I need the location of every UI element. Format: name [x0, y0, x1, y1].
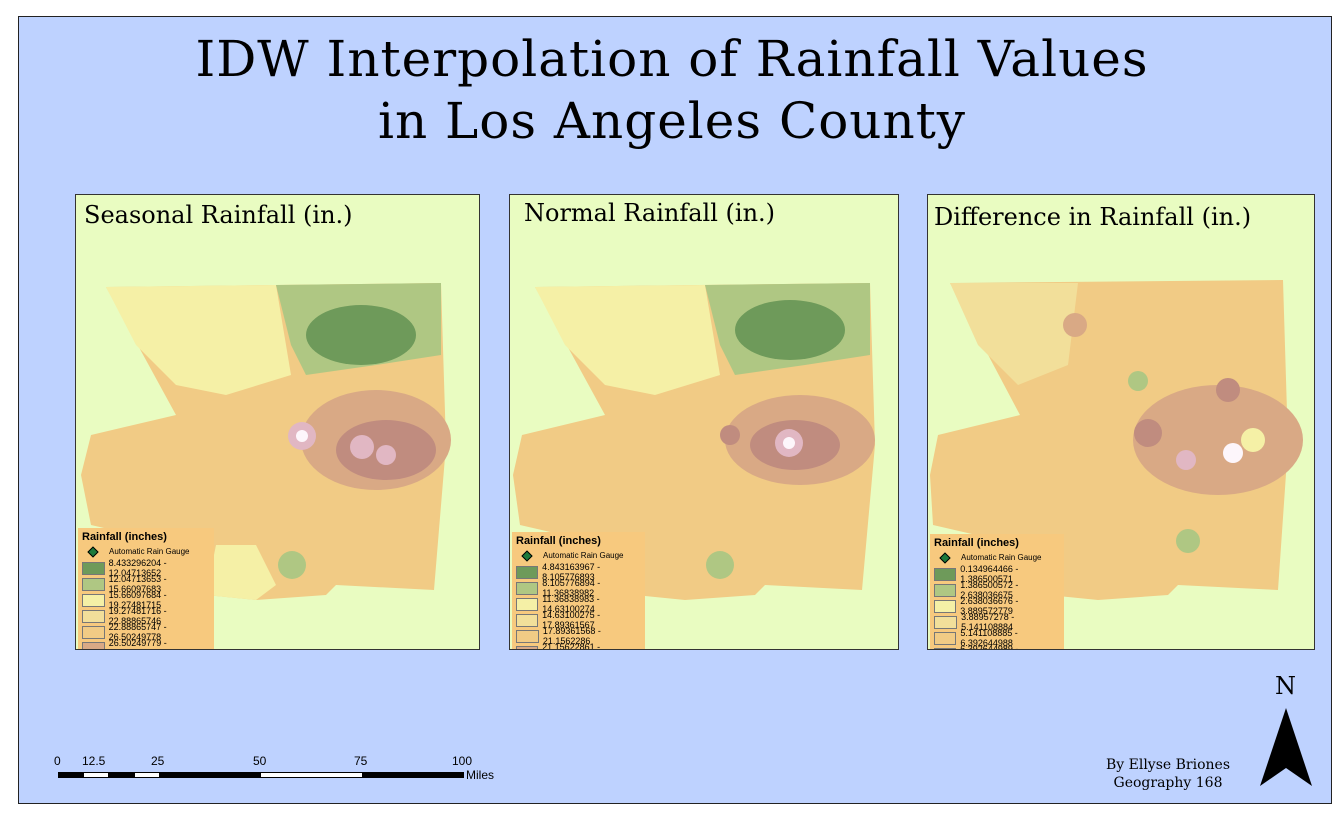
legend-class: 5.141108885 - 6.392644988: [934, 628, 1060, 648]
author-credit: By Ellyse Briones Geography 168: [1105, 757, 1231, 791]
legend-gauge-entry: Automatic Rain Gauge: [516, 549, 641, 562]
legend-class: 15.66097684 - 19.27481715: [82, 590, 210, 610]
legend-class: 17.89361568 - 21.1562286: [516, 626, 641, 646]
legend-class: 8.105776894 - 11.36838982: [516, 578, 641, 598]
legend-class: 12.04713653 - 15.66097683: [82, 574, 210, 594]
legend-seasonal: Rainfall (inches) Automatic Rain Gauge 8…: [78, 528, 214, 649]
scale-unit: Miles: [466, 768, 495, 782]
legend-class: 1.386500572 - 2.638036675: [934, 580, 1060, 600]
legend-difference: Rainfall (inches) Automatic Rain Gauge 0…: [930, 534, 1064, 649]
map-frame-normal[interactable]: Normal Rainfall (in.) Rainfall (inches) …: [509, 194, 899, 650]
page-title: IDW Interpolation of Rainfall Values in …: [0, 28, 1344, 152]
map-frame-difference[interactable]: Difference in Rainfall (in.) Rainfall (i…: [927, 194, 1315, 650]
rain-gauge-icon: [521, 549, 533, 562]
legend-gauge-entry: Automatic Rain Gauge: [82, 545, 210, 558]
seasonal-rainfall-map: [81, 283, 451, 600]
legend-title: Rainfall (inches): [934, 537, 1019, 549]
map-frame-seasonal[interactable]: Seasonal Rainfall (in.) Rainfall (inches…: [75, 194, 480, 650]
legend-class: 26.50249779 - 30.11633809: [82, 638, 210, 649]
scale-bar: 0 12.5 25 50 75 100 Miles: [54, 754, 495, 782]
north-arrow-icon: [1260, 708, 1312, 786]
legend-class: 21.15622861 - 24.41884152: [516, 642, 641, 649]
legend-class: 4.843163967 - 8.105776893: [516, 562, 641, 582]
legend-class: 22.88865747 - 26.50249778: [82, 622, 210, 642]
normal-rainfall-map: [513, 283, 875, 600]
map-title-difference: Difference in Rainfall (in.): [934, 203, 1252, 231]
legend-normal: Rainfall (inches) Automatic Rain Gauge 4…: [512, 532, 645, 649]
legend-title: Rainfall (inches): [82, 531, 167, 543]
legend-class: 19.27481716 - 22.88865746: [82, 606, 210, 626]
title-line-1: IDW Interpolation of Rainfall Values: [195, 30, 1149, 88]
map-title-normal: Normal Rainfall (in.): [524, 199, 776, 227]
legend-class: 14.63100275 - 17.89361567: [516, 610, 641, 630]
legend-class: 0.134964466 - 1.386500571: [934, 564, 1060, 584]
map-title-seasonal: Seasonal Rainfall (in.): [84, 201, 353, 229]
legend-class: 6.392644989 - 7.644181093: [934, 644, 1060, 649]
rain-gauge-icon: [87, 545, 99, 558]
legend-class: 3.88957278 - 5.141108884: [934, 612, 1060, 632]
rain-gauge-icon: [939, 551, 951, 564]
legend-gauge-entry: Automatic Rain Gauge: [934, 551, 1060, 564]
difference-rainfall-map: [930, 280, 1303, 600]
legend-class: 11.36838983 - 14.63100274: [516, 594, 641, 614]
title-line-2: in Los Angeles County: [377, 92, 967, 150]
legend-class: 2.638036676 - 3.889572779: [934, 596, 1060, 616]
legend-class: 8.433296204 - 12.04713652: [82, 558, 210, 578]
legend-title: Rainfall (inches): [516, 535, 601, 547]
north-label: N: [1275, 672, 1296, 700]
